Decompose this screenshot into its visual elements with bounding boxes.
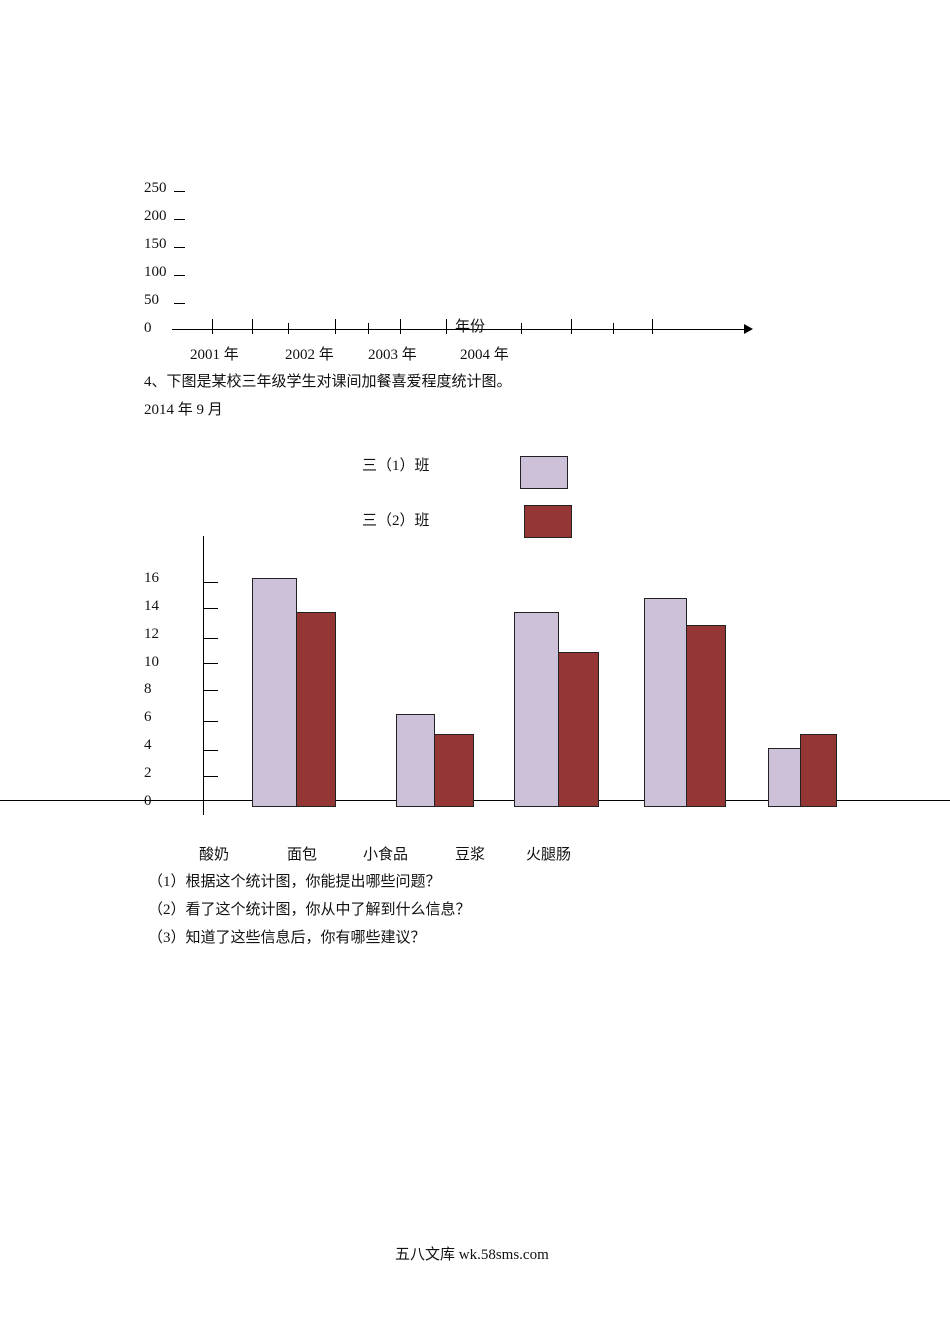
bar-series2-cat3	[558, 652, 599, 807]
y-tick-label: 100	[144, 264, 167, 280]
x-label: 2001 年	[190, 347, 239, 363]
y-tick-label: 0	[144, 793, 152, 809]
question-4-title: 4、下图是某校三年级学生对课间加餐喜爱程度统计图。	[144, 374, 512, 390]
question-1: （1）根据这个统计图，你能提出哪些问题？	[148, 874, 441, 890]
x-tick-mark	[521, 323, 522, 334]
x-axis-arrow-icon	[744, 324, 753, 334]
question-3: （3）知道了这些信息后，你有哪些建议？	[148, 930, 426, 946]
y-tick-mark	[204, 776, 218, 777]
y-tick-mark	[174, 275, 185, 276]
x-tick-mark	[613, 323, 614, 334]
x-label: 2002 年	[285, 347, 334, 363]
x-tick-mark	[212, 319, 213, 334]
y-tick-mark	[174, 219, 185, 220]
y-tick-mark	[204, 638, 218, 639]
x-axis-line	[172, 329, 746, 330]
x-category-label: 面包	[287, 847, 318, 863]
legend-swatch-1	[520, 456, 568, 489]
bar-series2-cat4	[686, 625, 726, 807]
x-tick-mark	[571, 319, 572, 334]
x-category-label: 酸奶	[199, 847, 230, 863]
y-tick-mark	[174, 191, 185, 192]
x-axis-label: 年份	[455, 319, 486, 335]
legend-label: 三（2）班	[362, 513, 430, 529]
y-tick-mark	[174, 303, 185, 304]
y-tick-label: 50	[144, 292, 159, 308]
x-tick-mark	[252, 319, 253, 334]
y-tick-label: 6	[144, 709, 152, 725]
x-tick-mark	[288, 323, 289, 334]
bar-series1-cat1	[252, 578, 297, 807]
x-category-label: 火腿肠	[526, 847, 572, 863]
y-tick-mark	[204, 750, 218, 751]
x-label: 2003 年	[368, 347, 417, 363]
y-tick-label: 8	[144, 681, 152, 697]
y-tick-label: 150	[144, 236, 167, 252]
x-axis-line	[0, 800, 950, 801]
x-category-label: 小食品	[363, 847, 409, 863]
bar-series1-cat2	[396, 714, 435, 807]
y-tick-label: 12	[144, 626, 159, 642]
y-tick-mark	[204, 721, 218, 722]
x-label: 2004 年	[460, 347, 509, 363]
bar-series2-cat5	[800, 734, 837, 807]
y-tick-mark	[204, 663, 218, 664]
y-tick-mark	[204, 690, 218, 691]
footer-watermark: 五八文库 wk.58sms.com	[395, 1247, 549, 1263]
y-tick-label: 200	[144, 208, 167, 224]
y-tick-mark	[204, 608, 218, 609]
y-tick-mark	[204, 582, 218, 583]
y-tick-label: 4	[144, 737, 152, 753]
y-tick-mark	[174, 247, 185, 248]
legend-swatch-2	[524, 505, 572, 538]
bar-series1-cat3	[514, 612, 559, 807]
x-tick-mark	[335, 319, 336, 334]
y-tick-label: 250	[144, 180, 167, 196]
x-tick-mark	[368, 323, 369, 334]
y-tick-label: 0	[144, 320, 152, 336]
x-category-label: 豆浆	[455, 847, 486, 863]
chart-date: 2014 年 9 月	[144, 402, 223, 418]
bar-series1-cat4	[644, 598, 687, 807]
bar-series2-cat1	[296, 612, 336, 807]
y-tick-label: 2	[144, 765, 152, 781]
x-tick-mark	[652, 319, 653, 334]
y-tick-label: 14	[144, 598, 159, 614]
legend-label: 三（1）班	[362, 458, 430, 474]
y-axis-line	[203, 536, 204, 815]
y-tick-label: 16	[144, 570, 159, 586]
x-tick-mark	[446, 319, 447, 334]
x-tick-mark	[400, 319, 401, 334]
question-2: （2）看了这个统计图，你从中了解到什么信息？	[148, 902, 471, 918]
bar-series1-cat5	[768, 748, 801, 807]
y-tick-label: 10	[144, 654, 159, 670]
bar-series2-cat2	[434, 734, 474, 807]
